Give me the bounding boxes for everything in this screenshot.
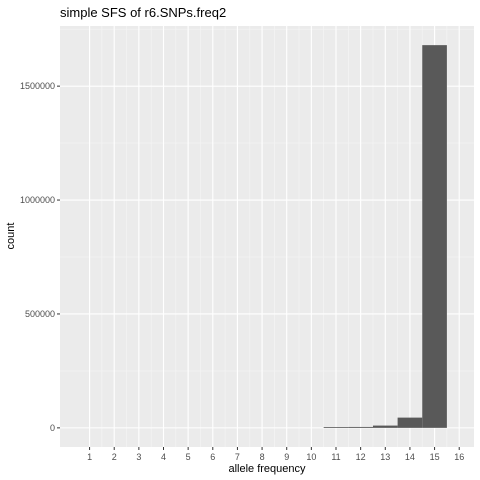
x-tick-label: 12 bbox=[356, 452, 366, 462]
y-tick-label: 1500000 bbox=[20, 81, 55, 91]
x-tick-label: 5 bbox=[186, 452, 191, 462]
y-axis: 0 500000 1000000 1500000 bbox=[20, 81, 60, 433]
x-tick-label: 10 bbox=[306, 452, 316, 462]
y-tick-label: 1000000 bbox=[20, 195, 55, 205]
x-tick-label: 6 bbox=[210, 452, 215, 462]
y-tick-label: 0 bbox=[50, 423, 55, 433]
x-tick-label: 14 bbox=[405, 452, 415, 462]
histogram-bar bbox=[348, 426, 373, 428]
histogram-bar bbox=[372, 425, 398, 428]
histogram-bars bbox=[323, 45, 447, 428]
x-tick-label: 8 bbox=[260, 452, 265, 462]
x-tick-label: 11 bbox=[331, 452, 340, 462]
x-tick-label: 4 bbox=[161, 452, 166, 462]
major-gridlines bbox=[60, 26, 474, 447]
x-tick-label: 1 bbox=[87, 452, 92, 462]
y-axis-title: count bbox=[5, 223, 17, 250]
x-tick-label: 2 bbox=[112, 452, 117, 462]
x-tick-label: 3 bbox=[136, 452, 141, 462]
chart-title: simple SFS of r6.SNPs.freq2 bbox=[60, 5, 226, 20]
histogram-bar bbox=[422, 45, 447, 428]
x-tick-label: 9 bbox=[284, 452, 289, 462]
histogram-bar bbox=[397, 417, 423, 428]
x-axis-title: allele frequency bbox=[228, 463, 306, 475]
histogram-bar bbox=[323, 427, 349, 428]
x-tick-label: 13 bbox=[380, 452, 390, 462]
x-tick-label: 7 bbox=[235, 452, 240, 462]
x-axis: 1 2 3 4 5 6 7 8 9 10 11 12 13 14 15 16 bbox=[87, 447, 464, 462]
x-tick-label: 15 bbox=[430, 452, 440, 462]
x-tick-label: 16 bbox=[454, 452, 464, 462]
y-tick-label: 500000 bbox=[25, 309, 55, 319]
plot-panel bbox=[60, 26, 474, 447]
